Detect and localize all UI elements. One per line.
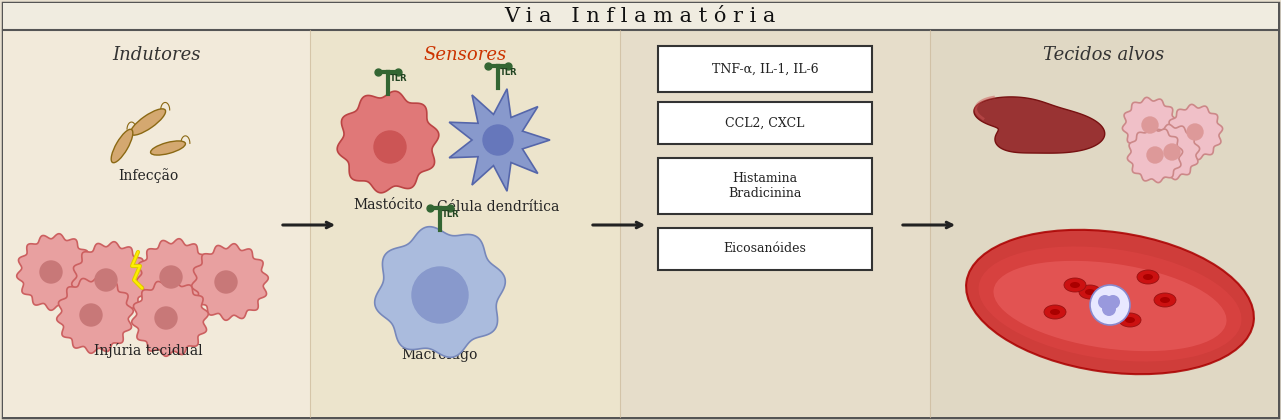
Ellipse shape bbox=[1138, 270, 1159, 284]
Ellipse shape bbox=[1143, 274, 1153, 280]
Ellipse shape bbox=[1044, 305, 1066, 319]
Circle shape bbox=[1146, 147, 1163, 163]
Ellipse shape bbox=[994, 261, 1226, 351]
Text: TLR: TLR bbox=[389, 74, 407, 83]
Text: Célula dendrítica: Célula dendrítica bbox=[437, 200, 560, 214]
Polygon shape bbox=[450, 89, 550, 191]
Text: Histamina
Bradicinina: Histamina Bradicinina bbox=[729, 172, 802, 200]
Text: Infecção: Infecção bbox=[118, 168, 178, 183]
Text: Injúria tecidual: Injúria tecidual bbox=[94, 343, 202, 358]
Polygon shape bbox=[132, 280, 209, 356]
Polygon shape bbox=[1167, 105, 1222, 160]
Text: TLR: TLR bbox=[442, 210, 460, 219]
Circle shape bbox=[1164, 144, 1180, 160]
Text: TLR: TLR bbox=[500, 68, 518, 77]
Circle shape bbox=[1098, 295, 1112, 309]
FancyBboxPatch shape bbox=[658, 228, 872, 270]
Circle shape bbox=[155, 307, 177, 329]
Ellipse shape bbox=[111, 129, 133, 163]
Circle shape bbox=[79, 304, 102, 326]
Polygon shape bbox=[1122, 97, 1177, 152]
Polygon shape bbox=[56, 277, 133, 353]
Polygon shape bbox=[337, 91, 439, 193]
Text: Indutores: Indutores bbox=[113, 46, 201, 64]
Ellipse shape bbox=[1079, 285, 1100, 299]
Text: Mastócito: Mastócito bbox=[354, 198, 423, 212]
FancyBboxPatch shape bbox=[930, 30, 1278, 417]
Ellipse shape bbox=[1120, 313, 1141, 327]
FancyBboxPatch shape bbox=[3, 30, 310, 417]
FancyBboxPatch shape bbox=[3, 3, 1278, 30]
Polygon shape bbox=[137, 239, 214, 315]
FancyBboxPatch shape bbox=[310, 30, 620, 417]
Circle shape bbox=[1187, 124, 1203, 140]
Polygon shape bbox=[374, 227, 505, 357]
Circle shape bbox=[1090, 285, 1130, 325]
Ellipse shape bbox=[1070, 282, 1080, 288]
Ellipse shape bbox=[1161, 297, 1170, 303]
Text: Sensores: Sensores bbox=[424, 46, 506, 64]
Ellipse shape bbox=[966, 230, 1254, 374]
Text: TNF-α, IL-1, IL-6: TNF-α, IL-1, IL-6 bbox=[712, 63, 819, 76]
Circle shape bbox=[95, 269, 117, 291]
Ellipse shape bbox=[1065, 278, 1086, 292]
Polygon shape bbox=[192, 244, 268, 320]
Ellipse shape bbox=[1050, 309, 1059, 315]
Ellipse shape bbox=[131, 109, 165, 135]
Polygon shape bbox=[72, 241, 149, 318]
Circle shape bbox=[160, 266, 182, 288]
Text: Mediadores: Mediadores bbox=[721, 46, 829, 64]
Polygon shape bbox=[17, 234, 94, 310]
Polygon shape bbox=[974, 97, 1104, 153]
Ellipse shape bbox=[979, 247, 1241, 362]
FancyBboxPatch shape bbox=[3, 3, 1278, 417]
Circle shape bbox=[40, 261, 61, 283]
Ellipse shape bbox=[1125, 317, 1135, 323]
Text: V i a   I n f l a m a t ó r i a: V i a I n f l a m a t ó r i a bbox=[505, 6, 776, 26]
Circle shape bbox=[1141, 117, 1158, 133]
Text: Macrófago: Macrófago bbox=[402, 347, 478, 362]
FancyBboxPatch shape bbox=[620, 30, 930, 417]
Text: CCL2, CXCL: CCL2, CXCL bbox=[725, 116, 804, 129]
Circle shape bbox=[215, 271, 237, 293]
FancyBboxPatch shape bbox=[658, 46, 872, 92]
Polygon shape bbox=[1127, 127, 1182, 183]
Circle shape bbox=[1102, 302, 1116, 316]
Circle shape bbox=[374, 131, 406, 163]
Circle shape bbox=[483, 125, 512, 155]
Text: Eicosanóides: Eicosanóides bbox=[724, 242, 807, 255]
Circle shape bbox=[1106, 295, 1120, 309]
FancyBboxPatch shape bbox=[658, 102, 872, 144]
Ellipse shape bbox=[151, 141, 186, 155]
Text: Tecidos alvos: Tecidos alvos bbox=[1044, 46, 1164, 64]
Ellipse shape bbox=[1085, 289, 1095, 295]
Ellipse shape bbox=[1154, 293, 1176, 307]
Polygon shape bbox=[1144, 124, 1199, 180]
FancyBboxPatch shape bbox=[658, 158, 872, 214]
Circle shape bbox=[412, 267, 468, 323]
